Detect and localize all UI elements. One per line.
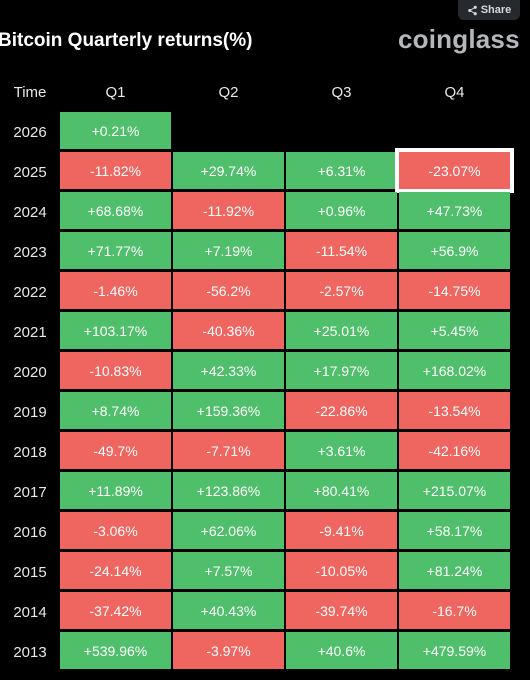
year-label: 2026 bbox=[13, 123, 47, 141]
year-label: 2022 bbox=[13, 283, 47, 301]
return-cell-q1[interactable]: -10.83% bbox=[60, 352, 171, 389]
page-title: Bitcoin Quarterly returns(%) bbox=[0, 30, 253, 51]
return-cell-q2[interactable]: +42.33% bbox=[173, 352, 284, 389]
return-cell-q1[interactable]: +71.77% bbox=[60, 232, 171, 269]
return-cell-q3[interactable]: -2.57% bbox=[286, 272, 397, 309]
column-header-q1: Q1 bbox=[105, 83, 126, 101]
return-cell-q4[interactable]: -16.7% bbox=[399, 592, 510, 629]
year-label: 2023 bbox=[13, 243, 47, 261]
return-cell-q4[interactable]: +47.73% bbox=[399, 192, 510, 229]
table-row: 2014 -37.42% +40.43% -39.74% -16.7% bbox=[0, 592, 512, 632]
return-cell-q2[interactable]: +7.19% bbox=[173, 232, 284, 269]
time-column-header: Time bbox=[13, 83, 47, 101]
share-icon bbox=[467, 5, 477, 15]
return-cell-q4[interactable]: +58.17% bbox=[399, 512, 510, 549]
return-cell-q4[interactable]: -14.75% bbox=[399, 272, 510, 309]
year-label: 2018 bbox=[13, 443, 47, 461]
return-cell-q3 bbox=[286, 112, 397, 149]
return-cell-q1[interactable]: +68.68% bbox=[60, 192, 171, 229]
return-cell-q1[interactable]: +103.17% bbox=[60, 312, 171, 349]
return-cell-q1[interactable]: -24.14% bbox=[60, 552, 171, 589]
return-cell-q3[interactable]: +40.6% bbox=[286, 632, 397, 669]
return-cell-q1[interactable]: -3.06% bbox=[60, 512, 171, 549]
return-cell-q2[interactable]: +7.57% bbox=[173, 552, 284, 589]
return-cell-q1[interactable]: -11.82% bbox=[60, 152, 171, 189]
return-cell-q4[interactable]: +479.59% bbox=[399, 632, 510, 669]
year-label: 2017 bbox=[13, 483, 47, 501]
table-row: 2026 +0.21% bbox=[0, 112, 512, 152]
return-cell-q2[interactable]: +62.06% bbox=[173, 512, 284, 549]
return-cell-q2[interactable]: +159.36% bbox=[173, 392, 284, 429]
return-cell-q2[interactable]: +123.86% bbox=[173, 472, 284, 509]
return-cell-q3[interactable]: +6.31% bbox=[286, 152, 397, 189]
year-label: 2021 bbox=[13, 323, 47, 341]
return-cell-q2[interactable]: +29.74% bbox=[173, 152, 284, 189]
table-row: 2021 +103.17% -40.36% +25.01% +5.45% bbox=[0, 312, 512, 352]
return-cell-q2[interactable]: -3.97% bbox=[173, 632, 284, 669]
return-cell-q3[interactable]: +25.01% bbox=[286, 312, 397, 349]
table-row: 2017 +11.89% +123.86% +80.41% +215.07% bbox=[0, 472, 512, 512]
return-cell-q2[interactable]: -7.71% bbox=[173, 432, 284, 469]
return-cell-q4[interactable]: +56.9% bbox=[399, 232, 510, 269]
table-row: 2024 +68.68% -11.92% +0.96% +47.73% bbox=[0, 192, 512, 232]
return-cell-q4[interactable]: -42.16% bbox=[399, 432, 510, 469]
return-cell-q3[interactable]: +80.41% bbox=[286, 472, 397, 509]
year-label: 2014 bbox=[13, 603, 47, 621]
return-cell-q3[interactable]: -9.41% bbox=[286, 512, 397, 549]
returns-table: Time Q1 Q2 Q3 Q4 2026 +0.21% 2025 -11.82% +2… bbox=[0, 72, 514, 672]
column-header-q2: Q2 bbox=[218, 83, 239, 101]
return-cell-q2[interactable]: +40.43% bbox=[173, 592, 284, 629]
table-row: 2019 +8.74% +159.36% -22.86% -13.54% bbox=[0, 392, 512, 432]
return-cell-q4[interactable]: +215.07% bbox=[399, 472, 510, 509]
return-cell-q2 bbox=[173, 112, 284, 149]
year-label: 2020 bbox=[13, 363, 47, 381]
return-cell-q4[interactable]: +5.45% bbox=[399, 312, 510, 349]
column-header-q4: Q4 bbox=[444, 83, 465, 101]
return-cell-q4[interactable]: -23.07% bbox=[395, 148, 514, 193]
table-row: 2015 -24.14% +7.57% -10.05% +81.24% bbox=[0, 552, 512, 592]
return-cell-q2[interactable]: -11.92% bbox=[173, 192, 284, 229]
year-label: 2024 bbox=[13, 203, 47, 221]
return-cell-q1[interactable]: -49.7% bbox=[60, 432, 171, 469]
table-row: 2013 +539.96% -3.97% +40.6% +479.59% bbox=[0, 632, 512, 672]
share-button[interactable]: Share bbox=[458, 0, 520, 20]
column-header-q3: Q3 bbox=[331, 83, 352, 101]
year-label: 2013 bbox=[13, 643, 47, 661]
table-row: 2023 +71.77% +7.19% -11.54% +56.9% bbox=[0, 232, 512, 272]
return-cell-q1[interactable]: +8.74% bbox=[60, 392, 171, 429]
table-row: 2025 -11.82% +29.74% +6.31% -23.07% bbox=[0, 148, 514, 193]
table-row: 2020 -10.83% +42.33% +17.97% +168.02% bbox=[0, 352, 512, 392]
table-row: 2018 -49.7% -7.71% +3.61% -42.16% bbox=[0, 432, 512, 472]
return-cell-q3[interactable]: -10.05% bbox=[286, 552, 397, 589]
return-cell-q4[interactable]: +168.02% bbox=[399, 352, 510, 389]
table-row: 2022 -1.46% -56.2% -2.57% -14.75% bbox=[0, 272, 512, 312]
year-label: 2016 bbox=[13, 523, 47, 541]
year-label: 2015 bbox=[13, 563, 47, 581]
return-cell-q3[interactable]: +0.96% bbox=[286, 192, 397, 229]
return-cell-q4 bbox=[399, 112, 510, 149]
return-cell-q3[interactable]: +17.97% bbox=[286, 352, 397, 389]
year-label: 2019 bbox=[13, 403, 47, 421]
table-header-row: Time Q1 Q2 Q3 Q4 bbox=[0, 72, 512, 112]
return-cell-q2[interactable]: -40.36% bbox=[173, 312, 284, 349]
return-cell-q3[interactable]: +3.61% bbox=[286, 432, 397, 469]
return-cell-q1[interactable]: -1.46% bbox=[60, 272, 171, 309]
return-cell-q3[interactable]: -22.86% bbox=[286, 392, 397, 429]
return-cell-q1[interactable]: +11.89% bbox=[60, 472, 171, 509]
return-cell-q4[interactable]: +81.24% bbox=[399, 552, 510, 589]
year-label: 2025 bbox=[13, 163, 47, 181]
table-row: 2016 -3.06% +62.06% -9.41% +58.17% bbox=[0, 512, 512, 552]
return-cell-q1[interactable]: +0.21% bbox=[60, 112, 171, 149]
share-label: Share bbox=[480, 4, 512, 16]
return-cell-q1[interactable]: +539.96% bbox=[60, 632, 171, 669]
return-cell-q3[interactable]: -11.54% bbox=[286, 232, 397, 269]
return-cell-q4[interactable]: -13.54% bbox=[399, 392, 510, 429]
return-cell-q2[interactable]: -56.2% bbox=[173, 272, 284, 309]
return-cell-q1[interactable]: -37.42% bbox=[60, 592, 171, 629]
return-cell-q3[interactable]: -39.74% bbox=[286, 592, 397, 629]
coinglass-logo: coinglass bbox=[398, 24, 520, 54]
